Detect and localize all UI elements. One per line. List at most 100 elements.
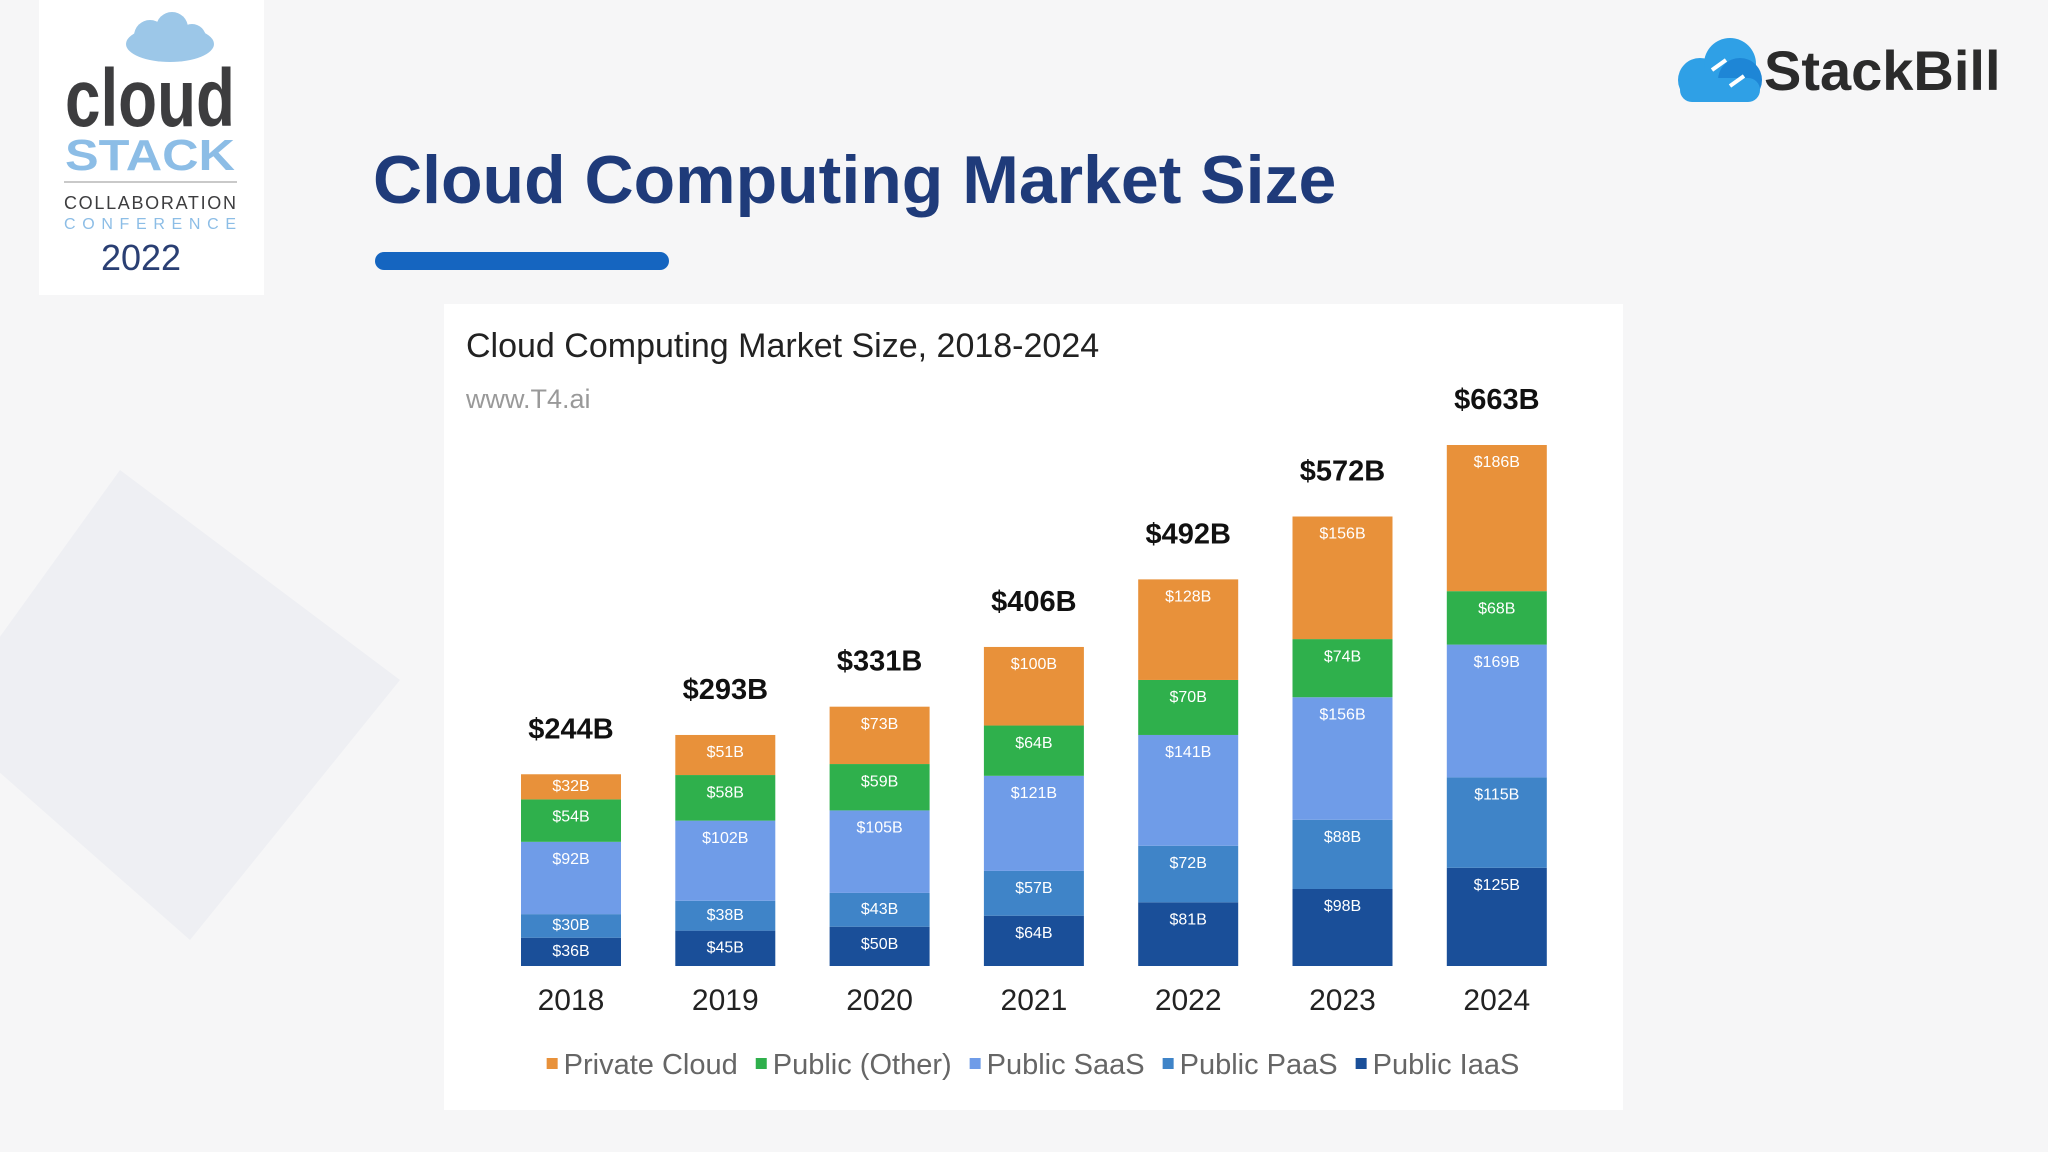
- bar-segment: [675, 900, 776, 931]
- legend-swatch: [1162, 1058, 1174, 1069]
- bar-segment: [675, 820, 776, 901]
- chart-subtitle: www.T4.ai: [465, 384, 591, 414]
- segment-label: $141B: [1165, 744, 1211, 761]
- brand-icon: [1678, 38, 1762, 102]
- segment-label: $128B: [1165, 589, 1211, 606]
- bar-segment: [1446, 867, 1547, 966]
- segment-label: $73B: [861, 716, 898, 733]
- bar-segment: [1138, 902, 1239, 966]
- legend: Private Cloud Public (Other) Public SaaS Pu…: [546, 1049, 1520, 1081]
- segment-label: $36B: [552, 943, 589, 960]
- legend-swatch: [1355, 1058, 1367, 1069]
- logo-cloud: [126, 12, 214, 62]
- brand-name: StackBill: [1764, 39, 2001, 102]
- bar-segment: [983, 775, 1084, 871]
- segment-label: $32B: [552, 778, 589, 795]
- segment-label: $45B: [707, 940, 744, 957]
- segment-label: $88B: [1324, 829, 1361, 846]
- total-label: $406B: [991, 586, 1076, 618]
- x-tick-label: 2020: [846, 984, 913, 1017]
- legend-label: Public IaaS: [1373, 1049, 1520, 1081]
- title-underline: [375, 252, 669, 270]
- x-tick-label: 2018: [538, 984, 605, 1017]
- bar-segment: [521, 937, 621, 966]
- bar-segment: [1446, 445, 1547, 592]
- x-tick-label: 2021: [1001, 984, 1068, 1017]
- segment-label: $121B: [1011, 785, 1057, 802]
- bar-segment: [1292, 888, 1393, 966]
- bar-segment: [983, 870, 1084, 916]
- bar-segment: [521, 914, 621, 938]
- legend-swatch: [969, 1058, 981, 1069]
- bar-segment: [1292, 639, 1393, 698]
- bar-segment: [1138, 579, 1239, 680]
- total-label: $293B: [683, 674, 768, 706]
- total-label: $492B: [1145, 518, 1230, 550]
- bar-segment: [675, 734, 776, 776]
- legend-label: Public PaaS: [1180, 1049, 1338, 1081]
- segment-label: $100B: [1011, 656, 1057, 673]
- segment-label: $57B: [1015, 880, 1052, 897]
- segment-label: $51B: [707, 744, 744, 761]
- segment-label: $72B: [1170, 855, 1207, 872]
- bar-segment: [983, 646, 1084, 726]
- bar-segment: [1138, 845, 1239, 903]
- bar-segment: [521, 799, 621, 842]
- logo-word: cloud: [65, 53, 235, 144]
- segment-label: $58B: [707, 784, 744, 801]
- segment-label: $156B: [1319, 526, 1365, 543]
- bar-segment: [1292, 819, 1393, 889]
- bar-segment: [1446, 777, 1547, 868]
- segment-label: $125B: [1474, 877, 1520, 894]
- segment-label: $105B: [856, 820, 902, 837]
- decor-shape: [0, 470, 400, 940]
- bar-segment: [521, 841, 621, 915]
- segment-label: $70B: [1170, 689, 1207, 706]
- segment-label: $54B: [552, 809, 589, 826]
- slide-title: Cloud Computing Market Size: [373, 142, 1336, 218]
- bar-segment: [829, 892, 930, 927]
- segment-label: $30B: [552, 917, 589, 934]
- x-tick-label: 2019: [692, 984, 759, 1017]
- segment-label: $59B: [861, 773, 898, 790]
- total-label: $572B: [1300, 456, 1385, 488]
- legend-swatch: [755, 1058, 767, 1069]
- segment-label: $81B: [1170, 912, 1207, 929]
- bar-segment: [1138, 734, 1239, 846]
- bar-segment: [1446, 591, 1547, 645]
- bar-segment: [829, 764, 930, 811]
- bar-segment: [675, 930, 776, 966]
- bar-segment: [983, 725, 1084, 776]
- segment-label: $50B: [861, 936, 898, 953]
- x-tick-label: 2024: [1463, 984, 1530, 1017]
- segment-label: $64B: [1015, 735, 1052, 752]
- bar-segment: [829, 926, 930, 966]
- total-label: $663B: [1454, 384, 1539, 416]
- segment-label: $102B: [702, 830, 748, 847]
- segment-label: $43B: [861, 901, 898, 918]
- bar-segment: [675, 775, 776, 821]
- segment-label: $68B: [1478, 600, 1515, 617]
- bar-segment: [829, 706, 930, 765]
- segment-label: $92B: [552, 851, 589, 868]
- plot: $36B $30B $92B $54B $32B $244B 2018 $45B $38B $10…: [521, 384, 1547, 1017]
- segment-label: $115B: [1474, 787, 1519, 804]
- chart-title: Cloud Computing Market Size, 2018-2024: [466, 327, 1099, 365]
- bar-segment: [829, 810, 930, 893]
- segment-label: $64B: [1015, 925, 1052, 942]
- legend-swatch: [546, 1058, 558, 1069]
- bar-segment: [1292, 697, 1393, 820]
- logo-stack: STACK: [65, 131, 235, 180]
- segment-label: $98B: [1324, 898, 1361, 915]
- logo-line1: COLLABORATION: [64, 193, 236, 213]
- legend-label: Private Cloud: [564, 1049, 738, 1081]
- segment-label: $38B: [707, 907, 744, 924]
- bar-segment: [521, 774, 621, 800]
- logo-year: 2022: [101, 237, 181, 278]
- x-tick-label: 2023: [1309, 984, 1376, 1017]
- segment-label: $74B: [1324, 648, 1361, 665]
- segment-label: $156B: [1319, 706, 1365, 723]
- legend-label: Public (Other): [773, 1049, 952, 1081]
- segment-label: $186B: [1474, 454, 1520, 471]
- x-tick-label: 2022: [1155, 984, 1222, 1017]
